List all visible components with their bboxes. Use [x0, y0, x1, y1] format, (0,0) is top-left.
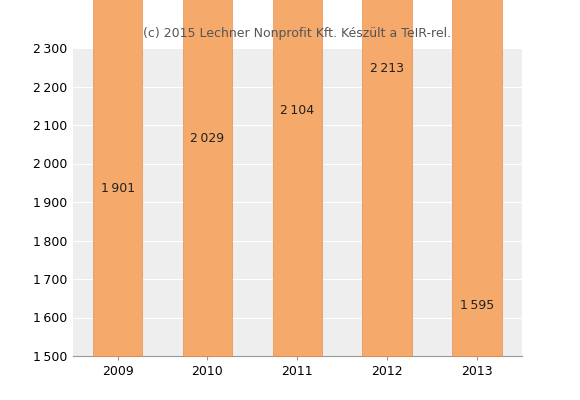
Text: 2 029: 2 029: [190, 132, 224, 146]
Text: 2 213: 2 213: [370, 62, 404, 74]
Bar: [273, 0, 322, 356]
Title: (c) 2015 Lechner Nonprofit Kft. Készült a TeIR-rel.: (c) 2015 Lechner Nonprofit Kft. Készült …: [143, 27, 451, 40]
Text: 2 104: 2 104: [280, 104, 314, 116]
Bar: [452, 0, 502, 356]
Text: 1 595: 1 595: [460, 300, 494, 312]
Text: 1 901: 1 901: [100, 182, 135, 195]
Bar: [183, 0, 232, 356]
Bar: [93, 0, 142, 356]
Bar: [362, 0, 412, 356]
